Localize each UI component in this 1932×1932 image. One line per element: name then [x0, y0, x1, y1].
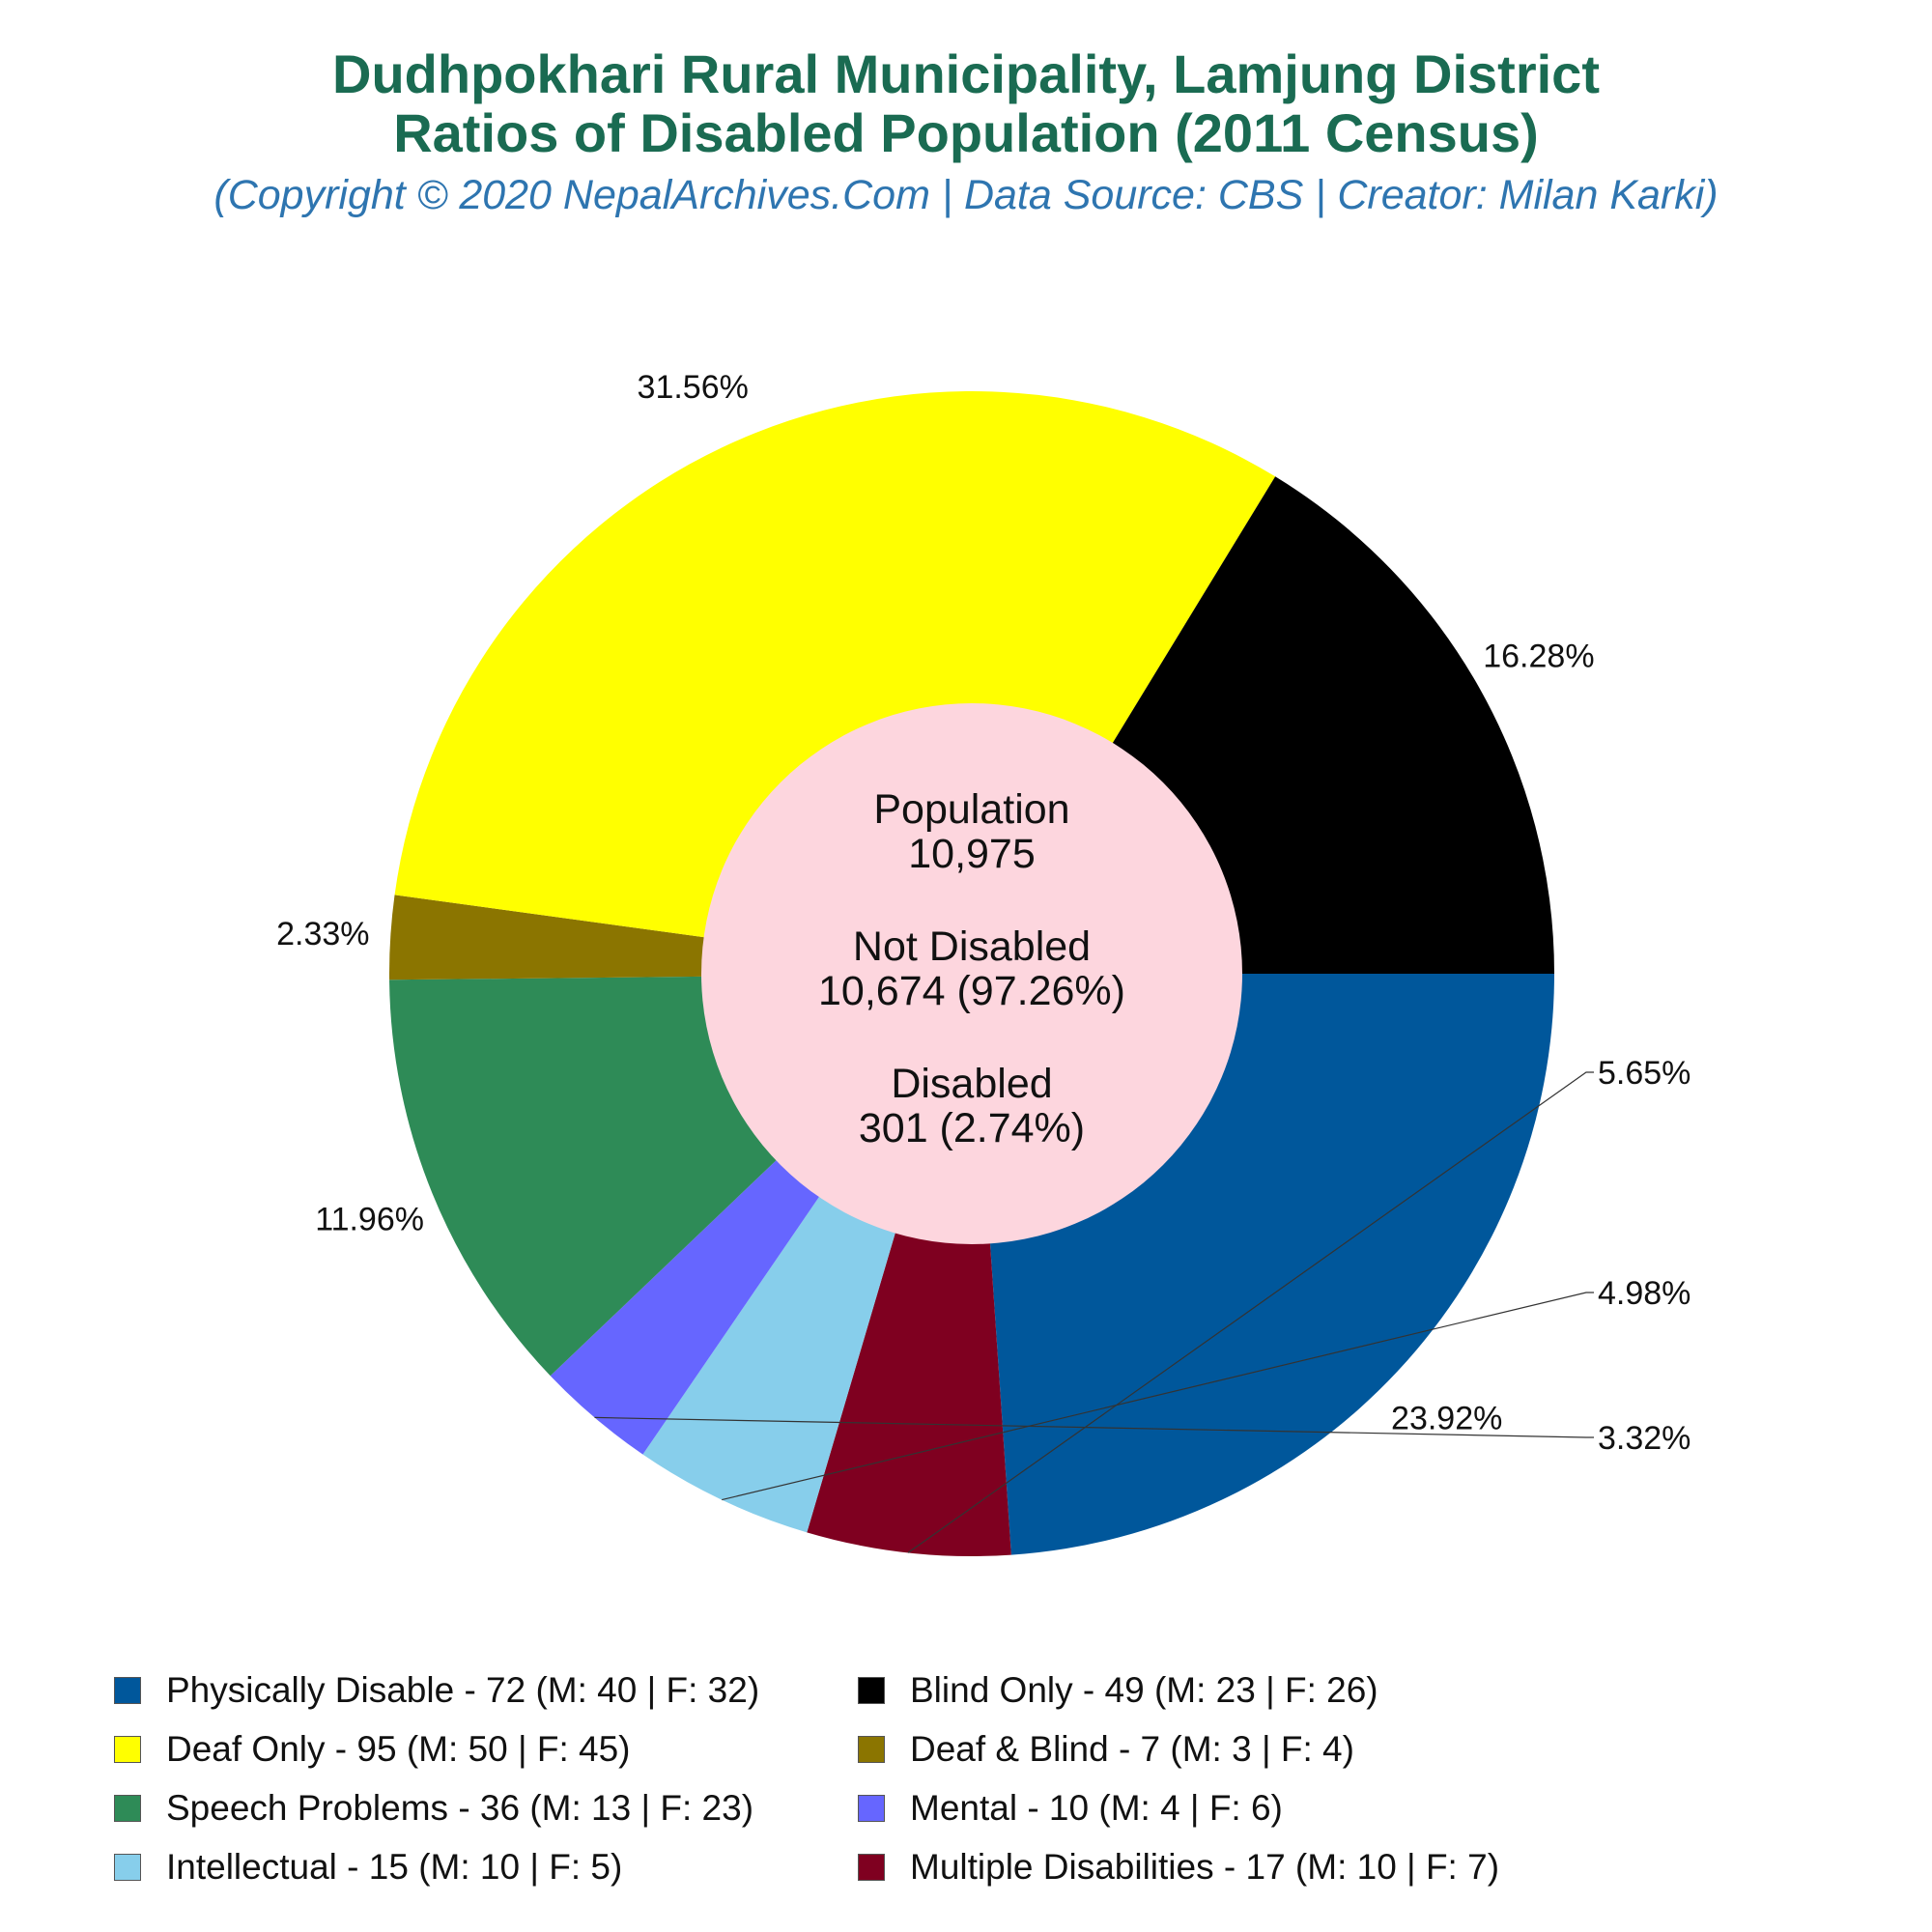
legend-swatch [858, 1854, 885, 1881]
legend-item-physically-disable: Physically Disable - 72 (M: 40 | F: 32) [114, 1662, 759, 1719]
leader-line-mental [594, 1416, 1594, 1438]
chart-title-line1: Dudhpokhari Rural Municipality, Lamjung … [332, 43, 1600, 104]
center-population-value: 10,975 [908, 831, 1036, 877]
slice-label-deaf-blind: 2.33% [276, 916, 369, 952]
legend-swatch [114, 1677, 141, 1704]
legend-swatch [114, 1854, 141, 1881]
slice-label-mental: 3.32% [1598, 1420, 1690, 1457]
donut-center [701, 703, 1242, 1244]
legend: Physically Disable - 72 (M: 40 | F: 32) B… [0, 1662, 1932, 1913]
leader-line-intellectual [722, 1292, 1594, 1501]
legend-swatch [858, 1736, 885, 1763]
slice-label-physically-disable: 23.92% [1391, 1401, 1502, 1437]
legend-item-deaf-only: Deaf Only - 95 (M: 50 | F: 45) [114, 1720, 631, 1778]
legend-swatch [114, 1736, 141, 1763]
center-disabled-value: 301 (2.74%) [859, 1105, 1085, 1151]
legend-item-multiple-disabilities: Multiple Disabilities - 17 (M: 10 | F: 7… [858, 1838, 1499, 1896]
center-population-label: Population [873, 786, 1069, 833]
chart-subtitle: (Copyright © 2020 NepalArchives.Com | Da… [213, 172, 1719, 218]
center-not-disabled-label: Not Disabled [853, 923, 1091, 970]
slice-label-deaf-only: 31.56% [638, 369, 749, 406]
legend-label: Deaf Only - 95 (M: 50 | F: 45) [166, 1729, 631, 1769]
slice-labels: 23.92% 5.65% 4.98% 3.32% 11.96% 2.33% 31.56% 16… [276, 369, 1690, 1457]
legend-swatch [858, 1677, 885, 1704]
legend-label: Deaf & Blind - 7 (M: 3 | F: 4) [910, 1729, 1354, 1769]
legend-swatch [858, 1795, 885, 1822]
legend-label: Blind Only - 49 (M: 23 | F: 26) [910, 1670, 1378, 1710]
legend-label: Physically Disable - 72 (M: 40 | F: 32) [166, 1670, 760, 1710]
slice-label-blind-only: 16.28% [1483, 639, 1594, 675]
legend-item-mental: Mental - 10 (M: 4 | F: 6) [858, 1779, 1283, 1837]
legend-label: Multiple Disabilities - 17 (M: 10 | F: 7… [910, 1847, 1500, 1887]
donut-chart: 23.92% 5.65% 4.98% 3.32% 11.96% 2.33% 31.56% 16… [276, 369, 1690, 1556]
slice-label-multiple-disabilities: 5.65% [1598, 1055, 1690, 1092]
center-not-disabled-value: 10,674 (97.26%) [818, 968, 1125, 1014]
chart-title-line2: Ratios of Disabled Population (2011 Cens… [393, 102, 1539, 163]
legend-item-speech-problems: Speech Problems - 36 (M: 13 | F: 23) [114, 1779, 753, 1837]
slice-label-intellectual: 4.98% [1598, 1275, 1690, 1312]
chart-slices [388, 390, 1554, 1556]
legend-label: Mental - 10 (M: 4 | F: 6) [910, 1788, 1283, 1828]
center-disabled-label: Disabled [891, 1061, 1052, 1107]
leader-line-multiple-disabilities [907, 1071, 1594, 1553]
leader-lines [594, 1071, 1594, 1553]
slice-label-speech-problems: 11.96% [315, 1202, 424, 1238]
legend-item-intellectual: Intellectual - 15 (M: 10 | F: 5) [114, 1838, 622, 1896]
legend-item-blind-only: Blind Only - 49 (M: 23 | F: 26) [858, 1662, 1378, 1719]
legend-label: Intellectual - 15 (M: 10 | F: 5) [166, 1847, 623, 1887]
legend-label: Speech Problems - 36 (M: 13 | F: 23) [166, 1788, 754, 1828]
legend-swatch [114, 1795, 141, 1822]
legend-item-deaf-blind: Deaf & Blind - 7 (M: 3 | F: 4) [858, 1720, 1354, 1778]
